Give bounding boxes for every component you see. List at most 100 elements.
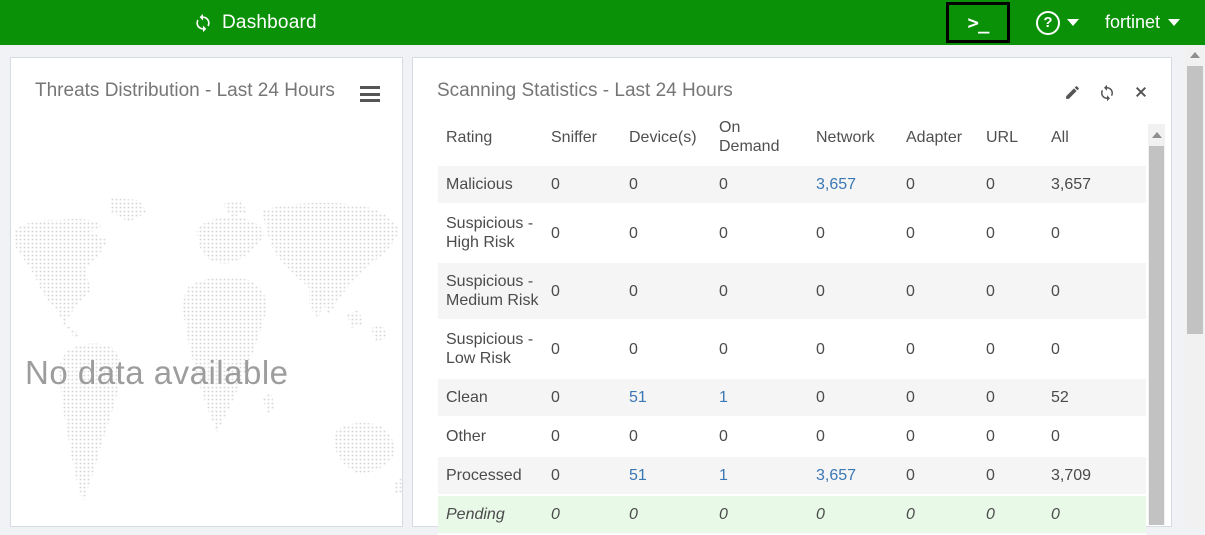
rating-cell: Malicious (438, 166, 551, 204)
help-icon: ? (1036, 11, 1060, 35)
table-cell: 0 (906, 417, 986, 456)
column-header: URL (986, 110, 1051, 166)
table-cell: 0 (719, 166, 816, 204)
table-cell: 1 (719, 378, 816, 417)
refresh-icon[interactable] (1098, 84, 1116, 102)
table-cell: 0 (906, 166, 986, 204)
widget-title: Threats Distribution - Last 24 Hours (35, 78, 335, 104)
table-cell: 0 (816, 320, 906, 378)
table-cell: 3,657 (816, 166, 906, 204)
column-header: All (1051, 110, 1146, 166)
table-cell: 0 (629, 262, 719, 320)
table-cell: 0 (986, 417, 1051, 456)
table-cell: 0 (1051, 495, 1146, 534)
table-cell: 51 (629, 456, 719, 495)
column-header: Network (816, 110, 906, 166)
arrow-up-icon (1152, 132, 1162, 138)
scroll-up-button[interactable] (1185, 45, 1205, 65)
page-title: Dashboard (222, 12, 317, 34)
table-cell: 0 (816, 262, 906, 320)
count-link[interactable]: 3,657 (816, 467, 856, 484)
table-cell: 0 (551, 417, 629, 456)
widget-menu-icon[interactable] (360, 78, 380, 106)
table-cell: 0 (1051, 204, 1146, 262)
table-cell: 0 (629, 320, 719, 378)
table-cell: 0 (906, 204, 986, 262)
count-link[interactable]: 3,657 (816, 176, 856, 193)
scrollbar-thumb[interactable] (1149, 146, 1164, 525)
table-cell: 0 (906, 320, 986, 378)
no-data-message: No data available (25, 354, 289, 392)
chevron-down-icon (1067, 19, 1079, 26)
arrow-up-icon (1190, 52, 1200, 58)
page-scrollbar[interactable] (1185, 45, 1205, 527)
table-cell: 0 (719, 320, 816, 378)
table-cell: 0 (986, 495, 1051, 534)
cli-console-icon: >_ (968, 12, 989, 34)
table-cell: 0 (629, 166, 719, 204)
dashboard-menu-button[interactable]: Dashboard (193, 0, 317, 45)
table-cell: 0 (986, 166, 1051, 204)
close-icon[interactable] (1133, 84, 1149, 102)
edit-icon[interactable] (1064, 84, 1081, 102)
table-cell: 3,657 (816, 456, 906, 495)
scroll-up-button[interactable] (1148, 124, 1165, 145)
table-cell: 51 (629, 378, 719, 417)
user-menu-button[interactable]: fortinet (1105, 12, 1180, 33)
table-cell: 0 (816, 417, 906, 456)
rating-cell: Suspicious - Medium Risk (438, 262, 551, 320)
widget-scrollbar[interactable] (1148, 124, 1165, 525)
table-cell: 3,709 (1051, 456, 1146, 495)
table-cell: 52 (1051, 378, 1146, 417)
rating-cell: Clean (438, 378, 551, 417)
table-cell: 0 (906, 495, 986, 534)
table-cell: 3,657 (1051, 166, 1146, 204)
table-cell: 0 (629, 417, 719, 456)
column-header: Adapter (906, 110, 986, 166)
help-menu-button[interactable]: ? (1036, 11, 1079, 35)
column-header: Sniffer (551, 110, 629, 166)
table-cell: 0 (629, 204, 719, 262)
table-cell: 0 (986, 204, 1051, 262)
column-header: On Demand (719, 110, 816, 166)
table-cell: 0 (551, 204, 629, 262)
rating-cell: Pending (438, 495, 551, 534)
count-link[interactable]: 51 (629, 389, 647, 406)
user-name: fortinet (1105, 12, 1160, 33)
table-cell: 0 (1051, 320, 1146, 378)
table-cell: 0 (551, 378, 629, 417)
table-cell: 0 (719, 495, 816, 534)
count-link[interactable]: 1 (719, 467, 728, 484)
count-link[interactable]: 51 (629, 467, 647, 484)
refresh-icon (193, 13, 213, 33)
scanning-statistics-widget: Scanning Statistics - Last 24 Hours Rati… (412, 57, 1172, 527)
rating-cell: Processed (438, 456, 551, 495)
table-cell: 0 (551, 166, 629, 204)
table-cell: 0 (986, 456, 1051, 495)
count-link[interactable]: 1 (719, 389, 728, 406)
table-cell: 0 (719, 417, 816, 456)
table-cell: 0 (906, 378, 986, 417)
threats-distribution-widget: Threats Distribution - Last 24 Hours (10, 57, 403, 527)
rating-cell: Suspicious - High Risk (438, 204, 551, 262)
table-cell: 0 (1051, 262, 1146, 320)
table-cell: 0 (906, 262, 986, 320)
column-header: Rating (438, 110, 551, 166)
table-cell: 0 (629, 495, 719, 534)
rating-cell: Suspicious - Low Risk (438, 320, 551, 378)
table-cell: 0 (719, 262, 816, 320)
table-cell: 0 (906, 456, 986, 495)
table-cell: 0 (551, 456, 629, 495)
rating-cell: Other (438, 417, 551, 456)
table-cell: 0 (986, 378, 1051, 417)
scrollbar-thumb[interactable] (1187, 66, 1203, 334)
cli-console-button[interactable]: >_ (946, 2, 1010, 43)
